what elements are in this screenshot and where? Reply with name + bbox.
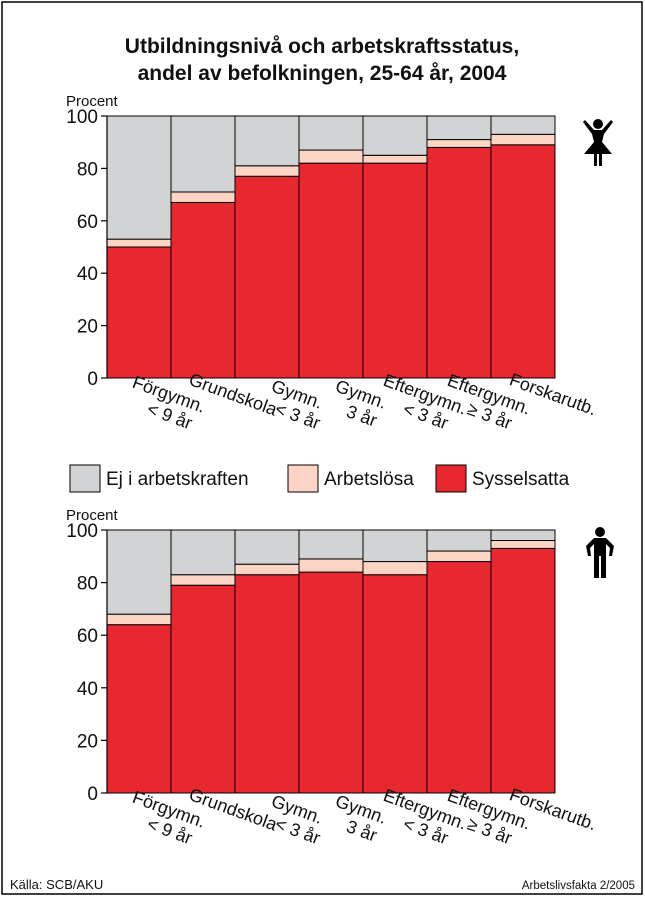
legend-label: Ej i arbetskraften [106,469,249,490]
y-tick-label: 20 [77,317,98,338]
woman-icon [583,119,613,166]
source: Källa: SCB/AKU [10,877,103,892]
bar-segment [362,115,428,156]
bar-segment [106,624,172,794]
bar-segment [298,558,364,573]
bar-segment [234,175,300,379]
bar-segment [426,146,492,379]
bar-segment [234,115,300,167]
y-axis-label: Procent [66,93,119,110]
y-tick-label: 80 [77,159,98,180]
bar-segment [234,574,300,794]
y-tick-label: 100 [66,107,98,128]
bar-segment [170,201,236,379]
publication: Arbetslivsfakta 2/2005 [522,880,635,892]
legend-swatch [435,464,467,493]
bar-segment [490,133,556,146]
bar-segment [490,115,556,135]
y-tick-label: 80 [77,574,98,595]
bar-segment [170,191,236,203]
bar-segment [106,246,172,379]
bar-segment [170,584,236,794]
bar-segment [234,165,300,177]
bar-segment [170,115,236,193]
bar-segment [490,547,556,794]
bar-segment [426,561,492,794]
bar-segment [426,529,492,552]
title-line: Utbildningsnivå och arbetskraftsstatus, [125,35,519,58]
y-tick-label: 40 [77,679,98,700]
bar-segment [490,540,556,549]
bar-segment [362,574,428,794]
bar-segment [490,144,556,379]
title-line: andel av befolkningen, 25-64 år, 2004 [138,62,507,85]
bar-segment [106,238,172,248]
y-tick-label: 60 [77,212,98,233]
legend-label: Sysselsatta [472,469,570,490]
man-icon [586,527,614,578]
bar-segment [234,529,300,565]
bar-segment [298,115,364,151]
bar-segment [426,139,492,148]
y-axis-label: Procent [66,507,119,524]
bar-segment [426,115,492,141]
bar-segment [362,162,428,379]
bar-segment [106,115,172,240]
x-tick-label: Förgymn.< 9 år [123,372,208,436]
y-tick-label: 40 [77,264,98,285]
bar-segment [234,563,300,576]
y-tick-label: 20 [77,731,98,752]
bar-segment [106,529,172,615]
bar-segment [298,529,364,560]
y-tick-label: 60 [77,626,98,647]
y-tick-label: 100 [66,521,98,542]
bar-segment [426,550,492,563]
bar-segment [362,154,428,164]
y-tick-label: 0 [87,369,98,390]
bar-segment [298,571,364,794]
bar-segment [170,529,236,576]
y-tick-label: 0 [87,784,98,805]
bar-segment [170,574,236,586]
bar-segment [362,529,428,563]
legend-swatch [69,464,101,493]
legend-swatch [287,464,319,493]
bar-segment [298,162,364,379]
bar-segment [490,529,556,542]
bar-segment [298,149,364,164]
bar-segment [106,613,172,626]
legend-label: Arbetslösa [324,469,414,490]
bar-segment [362,561,428,576]
